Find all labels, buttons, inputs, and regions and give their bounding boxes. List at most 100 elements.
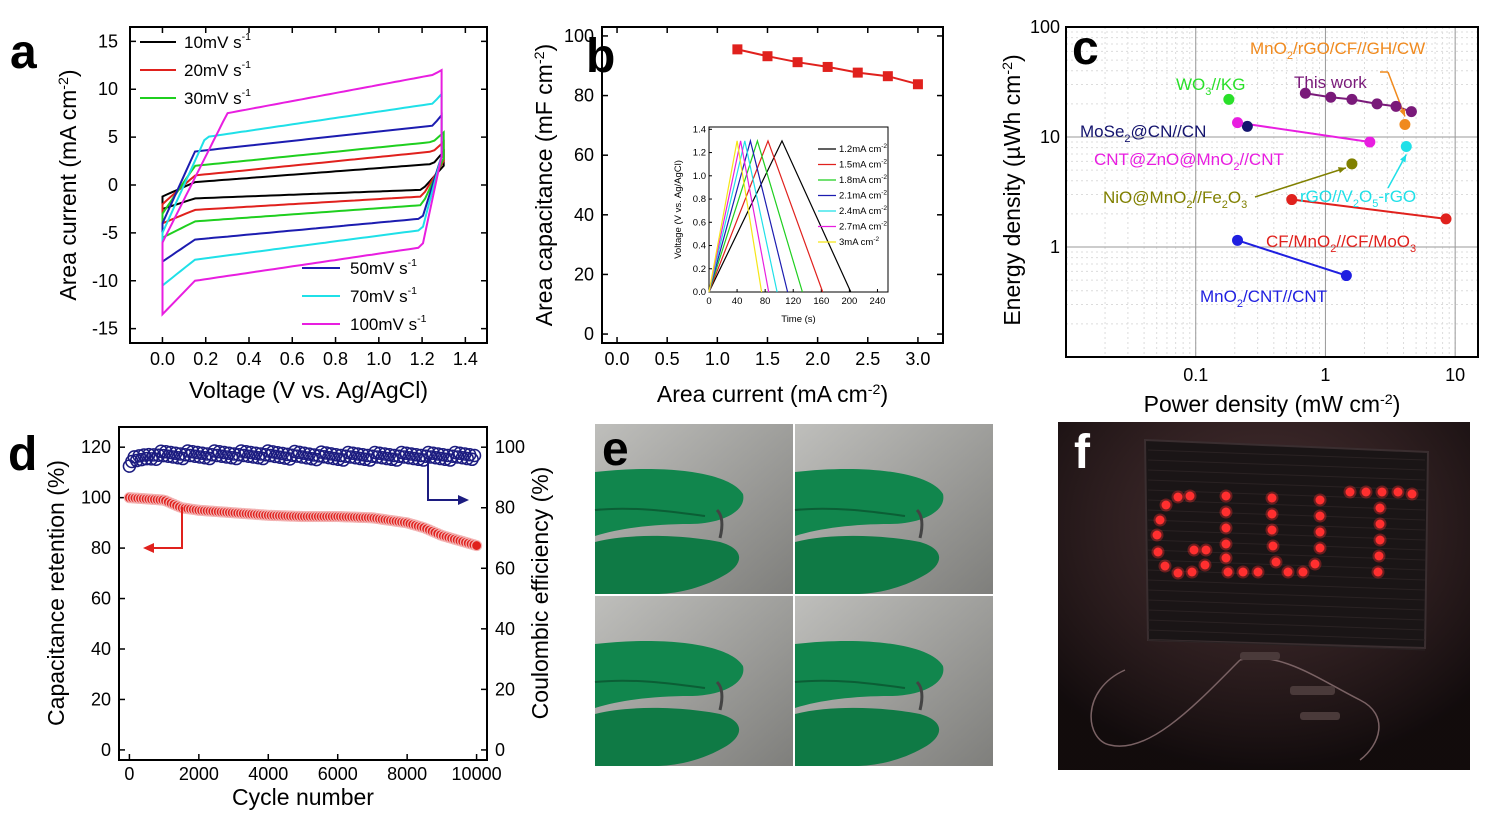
y-tick-label: -10 (92, 271, 118, 291)
x-tick-label: 2000 (179, 764, 219, 784)
y2-tick-label: 40 (495, 619, 515, 639)
data-point (1325, 91, 1337, 103)
glove-finger (595, 640, 744, 708)
led-dot (1271, 557, 1281, 567)
led-dot (1393, 487, 1403, 497)
efficiency-point (137, 448, 151, 462)
led-dot (1200, 560, 1210, 570)
y2-tick-label: 20 (495, 679, 515, 699)
panel-c: 0.1 1 10 1 10 100 Power density (mW cm-2) Energ… (999, 17, 1479, 417)
data-point (1346, 93, 1358, 105)
x-tick-label: 0.8 (323, 349, 348, 369)
inset-legend-label: 1.8mA cm-2 (839, 174, 887, 186)
arrow-head (1400, 154, 1407, 163)
x-tick-label: 0 (124, 764, 134, 784)
y2-axis-label: Coulombic efficiency (%) (527, 467, 553, 720)
x-tick-label: 0.4 (236, 349, 261, 369)
led-dot (1185, 491, 1195, 501)
led-dot (1361, 487, 1371, 497)
board-grid (1147, 599, 1426, 611)
panel-letter-c: c (1072, 22, 1099, 75)
efficiency-arrow (427, 458, 462, 501)
capacitance-point (852, 67, 863, 78)
led-dot (1187, 567, 1197, 577)
board-grid (1147, 539, 1426, 551)
x-tick-label: 0.1 (1183, 365, 1208, 385)
gcd-curve (708, 139, 824, 293)
retention-arrow-head (143, 543, 154, 553)
led-dot (1160, 561, 1170, 571)
y-tick-label: 20 (91, 689, 111, 709)
y2-tick-label: 0 (495, 740, 505, 760)
led-dot (1375, 535, 1385, 545)
annotation-cnt-zno: CNT@ZnO@MnO2//CNT (1094, 150, 1284, 173)
led-dot (1153, 547, 1163, 557)
annotation-nio: NiO@MnO2//Fe2O3 (1103, 188, 1247, 211)
annotation-cf-mno2: CF/MnO2//CF/MoO3 (1266, 232, 1416, 255)
y-tick-label: 80 (574, 86, 594, 106)
led-dot (1221, 491, 1231, 501)
inset-y-tick-label: 1.4 (693, 124, 706, 135)
annotation-mno2-rgo: MnO2/rGO/CF//GH/CW (1250, 39, 1425, 62)
cv-curve (161, 112, 443, 264)
led-dot (1267, 525, 1277, 535)
device (1290, 686, 1335, 695)
y-tick-label: 0 (101, 740, 111, 760)
board-grid (1147, 509, 1426, 521)
glove-thumb (595, 707, 740, 766)
led-dot (1373, 567, 1383, 577)
inset-y-tick-label: 1.2 (693, 148, 706, 159)
glove-crease (794, 507, 906, 517)
led-dot (1345, 487, 1355, 497)
x-tick-label: 4000 (248, 764, 288, 784)
x-tick-label: 2.5 (855, 349, 880, 369)
glove-thumb (595, 535, 740, 594)
capacitance-point (732, 44, 743, 55)
data-point (1223, 93, 1235, 105)
efficiency-point (132, 449, 146, 463)
data-point (1232, 234, 1244, 246)
led-dot (1238, 567, 1248, 577)
board-grid (1147, 639, 1426, 651)
wire (1090, 659, 1241, 747)
y-tick-label: 20 (574, 264, 594, 284)
inset-y-tick-label: 0.0 (693, 287, 706, 298)
arrow-head (1399, 108, 1406, 117)
inset-y-tick-label: 1.0 (693, 171, 706, 182)
y-tick-label: 100 (1030, 17, 1060, 37)
retention-point (470, 539, 483, 552)
data-point (1286, 194, 1298, 206)
board-grid (1147, 579, 1426, 591)
y-tick-label: -5 (102, 223, 118, 243)
legend-label: 70mV s-1 (350, 285, 417, 306)
inset-legend-label: 2.4mA cm-2 (839, 205, 887, 217)
device-wire (715, 680, 724, 711)
annotation-wo3: WO3//KG (1176, 75, 1245, 98)
data-point (1232, 117, 1244, 129)
led-dot (1375, 503, 1385, 513)
cv-curve (161, 148, 445, 211)
glove-crease (594, 507, 706, 517)
y-axis-label: Area capacitance (mF cm-2) (531, 44, 557, 326)
data-point (1340, 270, 1352, 282)
led-dot (1377, 487, 1387, 497)
x-tick-label: 1.0 (705, 349, 730, 369)
device-wire (715, 508, 724, 539)
led-dot (1315, 495, 1325, 505)
data-point (1440, 213, 1452, 225)
x-tick-label: 10 (1445, 365, 1465, 385)
y-axis-label: Area current (mA cm-2) (55, 69, 81, 300)
x-tick-label: 1 (1320, 365, 1330, 385)
glove-finger (795, 640, 944, 708)
y-tick-label: 60 (574, 145, 594, 165)
capacitance-point (822, 61, 833, 72)
inset-x-tick-label: 160 (813, 296, 829, 307)
inset-legend-label: 2.1mA cm-2 (839, 190, 887, 202)
x-tick-label: 1.5 (755, 349, 780, 369)
capacitance-point (912, 79, 923, 90)
glove-crease (594, 679, 706, 689)
capacitance-point (882, 71, 893, 82)
led-dot (1152, 530, 1162, 540)
panel-letter-f: f (1074, 426, 1091, 479)
led-dot (1315, 543, 1325, 553)
